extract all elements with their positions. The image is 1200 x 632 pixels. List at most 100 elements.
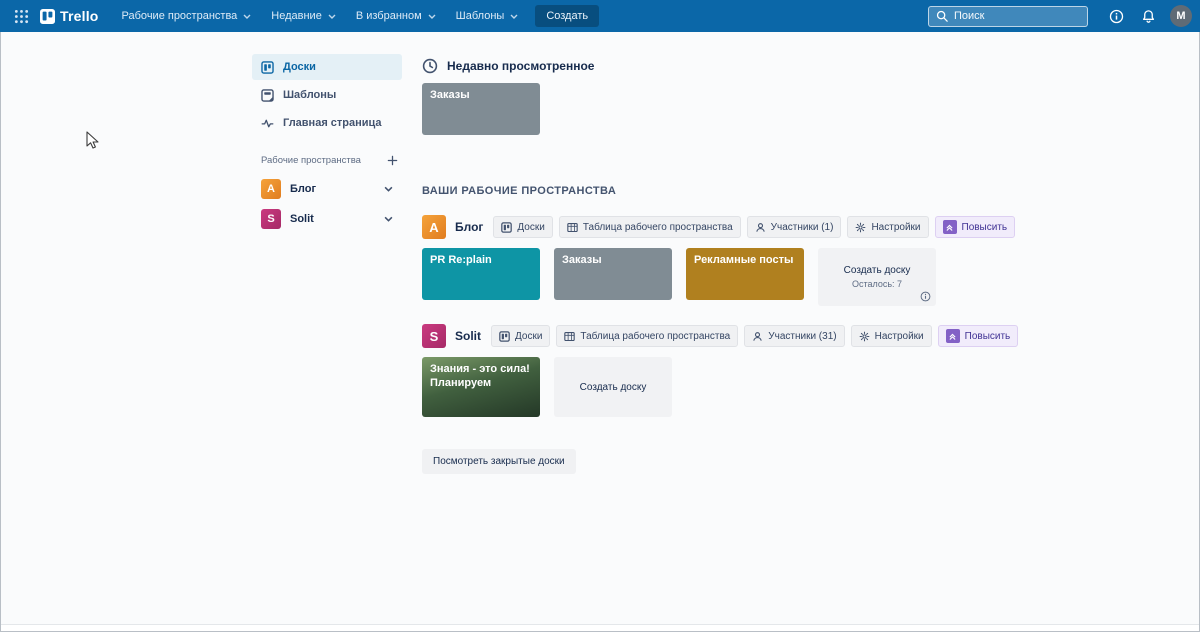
sidebar-workspaces-heading-label: Рабочие пространства <box>261 154 361 166</box>
board-tile-title: Рекламные посты <box>694 254 794 266</box>
ws-solit-table-button[interactable]: Таблица рабочего пространства <box>556 325 739 347</box>
nav-workspaces-menu[interactable]: Рабочие пространства <box>113 5 261 27</box>
ws-button-label: Таблица рабочего пространства <box>580 330 731 342</box>
board-tile-title: PR Re:plain <box>430 254 492 266</box>
create-button[interactable]: Создать <box>535 5 600 27</box>
nav-starred-label: В избранном <box>355 10 422 22</box>
search-box[interactable] <box>928 5 1088 27</box>
add-workspace-button[interactable] <box>384 152 400 168</box>
ws-button-label: Таблица рабочего пространства <box>582 221 733 233</box>
trello-logo[interactable]: Trello <box>40 8 99 24</box>
sidebar-item-label: Доски <box>283 61 316 73</box>
sidebar-workspace-solit[interactable]: S Solit <box>252 204 402 234</box>
ws-blog-table-button[interactable]: Таблица рабочего пространства <box>558 216 741 238</box>
workspace-logo-initial: A <box>267 183 275 195</box>
workspace-solit-board-row: Знания - это сила! Планируем встречи... … <box>422 357 938 417</box>
nav-templates-menu[interactable]: Шаблоны <box>447 5 528 27</box>
create-board-label: Создать доску <box>579 381 647 393</box>
info-button[interactable] <box>1104 4 1128 28</box>
ws-solit-upgrade-button[interactable]: Повысить <box>937 325 1019 347</box>
workspace-logo-blog: A <box>422 215 446 239</box>
trello-logo-icon <box>40 8 55 24</box>
chevron-down-icon <box>428 14 436 19</box>
ws-button-label: Настройки <box>874 330 924 342</box>
workspace-actions: Доски Таблица рабочего пространства Учас… <box>493 216 1016 238</box>
boards-icon <box>501 221 513 233</box>
gear-icon <box>856 222 866 232</box>
limit-info-icon[interactable] <box>920 291 931 302</box>
board-tile-pr-replain[interactable]: PR Re:plain <box>422 248 540 300</box>
ws-blog-upgrade-button[interactable]: Повысить <box>934 216 1016 238</box>
sidebar-workspace-blog[interactable]: A Блог <box>252 174 402 204</box>
ws-button-label: Доски <box>515 330 543 342</box>
navbar-menu: Рабочие пространства Недавние В избранно… <box>113 5 528 27</box>
ws-solit-boards-button[interactable]: Доски <box>491 325 551 347</box>
apps-grid-button[interactable] <box>8 4 34 28</box>
chevron-down-icon[interactable] <box>384 216 393 222</box>
board-tile-title: Знания - это сила! Планируем встречи... <box>430 363 530 393</box>
boards-icon <box>261 60 274 74</box>
nav-recent-menu[interactable]: Недавние <box>262 5 345 27</box>
nav-templates-label: Шаблоны <box>455 10 505 22</box>
ws-button-label: Настройки <box>871 221 921 233</box>
ws-blog-settings-button[interactable]: Настройки <box>847 216 929 238</box>
ws-button-label: Доски <box>517 221 545 233</box>
nav-starred-menu[interactable]: В избранном <box>347 5 445 27</box>
ws-blog-members-button[interactable]: Участники (1) <box>746 216 842 238</box>
workspace-logo-initial: S <box>267 213 275 225</box>
workspace-title: Блог <box>455 220 484 234</box>
table-icon <box>564 331 576 341</box>
member-icon <box>753 331 763 341</box>
recent-section-title: Недавно просмотренное <box>447 59 595 73</box>
workspace-actions: Доски Таблица рабочего пространства Учас… <box>491 325 1019 347</box>
workspace-header-blog: A Блог Доски Таблица рабочего пространст… <box>422 215 1016 239</box>
workspace-blog-board-row: PR Re:plain Заказы Рекламные посты Созда… <box>422 248 938 306</box>
user-avatar[interactable]: M <box>1170 5 1192 27</box>
ws-blog-boards-button[interactable]: Доски <box>493 216 553 238</box>
top-navbar: Trello Рабочие пространства Недавние В и… <box>0 0 1200 32</box>
board-tile-zakazy[interactable]: Заказы <box>554 248 672 300</box>
ws-solit-members-button[interactable]: Участники (31) <box>744 325 845 347</box>
workspace-header-solit: S Solit Доски Таблица рабочего пространс… <box>422 324 1019 348</box>
recent-board-row: Заказы <box>422 83 938 135</box>
sidebar-item-boards[interactable]: Доски <box>252 54 402 80</box>
board-tile-reklamnye-posty[interactable]: Рекламные посты <box>686 248 804 300</box>
board-tile-recent-zakazy[interactable]: Заказы <box>422 83 540 135</box>
info-icon <box>1109 9 1123 23</box>
sidebar-item-label: Главная страница <box>283 117 382 129</box>
board-tile-znaniya[interactable]: Знания - это сила! Планируем встречи... <box>422 357 540 417</box>
main-content: Недавно просмотренное Заказы ВАШИ РАБОЧИ… <box>422 58 1019 474</box>
nav-workspaces-label: Рабочие пространства <box>121 10 238 22</box>
chevron-down-icon[interactable] <box>384 186 393 192</box>
upgrade-icon <box>945 329 960 343</box>
boards-icon <box>499 330 510 342</box>
boards-remaining-label: Осталось: 7 <box>851 279 903 289</box>
create-board-tile-blog[interactable]: Создать доску Осталось: 7 <box>818 248 936 306</box>
create-board-label: Создать доску <box>843 265 911 276</box>
mouse-cursor <box>86 131 99 149</box>
sidebar-item-home[interactable]: Главная страница <box>252 110 402 136</box>
trello-logo-text: Trello <box>60 8 99 24</box>
board-tile-title: Заказы <box>562 254 602 266</box>
workspace-logo-initial: S <box>429 328 439 344</box>
board-tile-title: Заказы <box>430 89 470 101</box>
ws-button-label: Повысить <box>961 221 1008 233</box>
workspace-logo-initial: A <box>429 219 439 235</box>
notifications-button[interactable] <box>1136 4 1160 28</box>
view-closed-boards-button[interactable]: Посмотреть закрытые доски <box>422 449 576 474</box>
workspace-logo-solit: S <box>422 324 446 348</box>
search-input[interactable] <box>954 10 1080 22</box>
ws-button-label: Повысить <box>964 330 1011 342</box>
your-workspaces-title: ВАШИ РАБОЧИЕ ПРОСТРАНСТВА <box>422 185 617 197</box>
ws-button-label: Участники (31) <box>768 330 837 342</box>
ws-solit-settings-button[interactable]: Настройки <box>850 325 932 347</box>
recent-section-header: Недавно просмотренное <box>422 58 938 74</box>
workspace-logo-blog: A <box>261 179 281 199</box>
chevron-down-icon <box>510 14 518 19</box>
create-board-tile-solit[interactable]: Создать доску <box>554 357 672 417</box>
bottom-scrollbar-track[interactable] <box>1 624 1199 631</box>
sidebar-workspaces-heading: Рабочие пространства <box>261 152 400 168</box>
sidebar-item-templates[interactable]: Шаблоны <box>252 82 402 108</box>
nav-recent-label: Недавние <box>271 10 322 22</box>
